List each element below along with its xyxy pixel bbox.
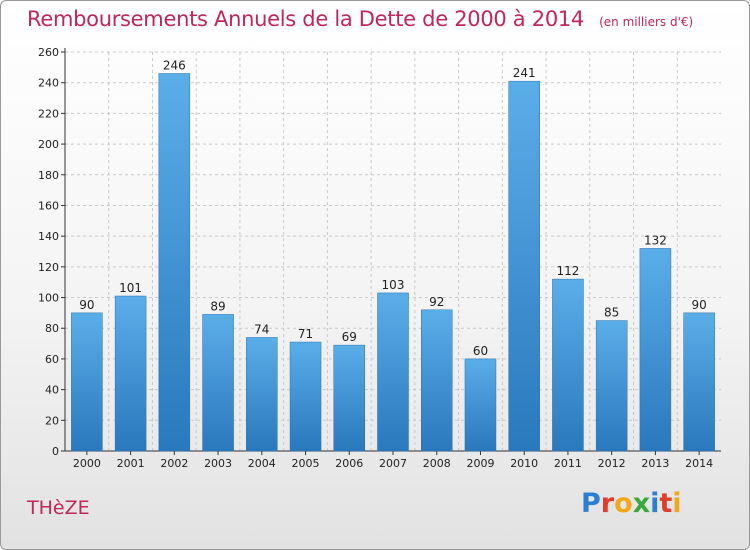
y-tick-label: 80 bbox=[45, 322, 59, 335]
bar-value-label: 90 bbox=[691, 298, 706, 312]
bar-value-label: 85 bbox=[604, 306, 619, 320]
bar-value-label: 74 bbox=[254, 322, 269, 336]
logo-letter: i bbox=[672, 488, 682, 519]
x-tick-label: 2008 bbox=[423, 457, 451, 470]
bar-value-label: 246 bbox=[163, 58, 186, 72]
logo-letter: i bbox=[650, 488, 660, 519]
logo-letter: t bbox=[659, 488, 673, 519]
bar-value-label: 89 bbox=[210, 299, 225, 313]
x-tick-label: 2013 bbox=[641, 457, 669, 470]
axes: 0 20 40 60 80 100 120 140 160 180 200 220 240 260 2000… bbox=[38, 46, 721, 470]
bar-value-label: 92 bbox=[429, 295, 444, 309]
bar bbox=[246, 337, 278, 452]
bar bbox=[289, 341, 322, 452]
bar-value-label: 112 bbox=[556, 264, 579, 278]
y-tick-label: 60 bbox=[45, 353, 59, 366]
y-tick-label: 40 bbox=[45, 384, 59, 397]
bar bbox=[683, 312, 715, 452]
chart-subtitle: (en milliers d'€) bbox=[599, 15, 694, 29]
bar-value-label: 132 bbox=[644, 233, 667, 247]
bar bbox=[552, 278, 584, 452]
x-tick-label: 2012 bbox=[598, 457, 626, 470]
y-tick-label: 140 bbox=[38, 230, 59, 243]
y-tick-label: 260 bbox=[38, 46, 59, 59]
chart-title: Remboursements Annuels de la Dette de 20… bbox=[27, 7, 584, 31]
x-tick-label: 2004 bbox=[248, 457, 276, 470]
bars bbox=[71, 73, 715, 452]
bar bbox=[420, 309, 453, 452]
bar bbox=[595, 320, 628, 452]
bar bbox=[377, 292, 409, 452]
x-tick-label: 2006 bbox=[335, 457, 363, 470]
proxiti-logo[interactable]: Proxiti bbox=[581, 488, 682, 519]
bar-value-label: 101 bbox=[119, 281, 142, 295]
commune-name: THèZE bbox=[27, 497, 90, 519]
logo-letter: x bbox=[632, 488, 651, 519]
labels: 90 101 246 89 74 71 69 103 92 60 241 112 85 132 90 bbox=[79, 58, 707, 357]
x-tick-label: 2010 bbox=[510, 457, 538, 470]
bar bbox=[202, 314, 234, 452]
y-tick-label: 220 bbox=[38, 107, 59, 120]
bar bbox=[333, 344, 366, 452]
x-tick-label: 2001 bbox=[117, 457, 145, 470]
y-tick-label: 0 bbox=[52, 445, 59, 458]
bar bbox=[464, 358, 497, 452]
y-tick-label: 100 bbox=[38, 292, 59, 305]
bar bbox=[508, 80, 540, 452]
bar bbox=[639, 248, 672, 452]
y-tick-label: 200 bbox=[38, 138, 59, 151]
bar-value-label: 103 bbox=[382, 278, 405, 292]
x-tick-label: 2000 bbox=[73, 457, 101, 470]
bar-value-label: 241 bbox=[513, 66, 536, 80]
bar-value-label: 60 bbox=[473, 344, 488, 358]
y-tick-label: 20 bbox=[45, 414, 59, 427]
title-row: Remboursements Annuels de la Dette de 20… bbox=[27, 7, 693, 31]
x-tick-label: 2003 bbox=[204, 457, 232, 470]
bar-value-label: 69 bbox=[342, 330, 357, 344]
x-tick-label: 2014 bbox=[685, 457, 713, 470]
x-tick-label: 2002 bbox=[160, 457, 188, 470]
bar-value-label: 90 bbox=[79, 298, 94, 312]
x-tick-label: 2005 bbox=[292, 457, 320, 470]
logo-letter: P bbox=[581, 488, 601, 519]
y-tick-label: 120 bbox=[38, 261, 59, 274]
bar bbox=[114, 295, 147, 452]
x-tick-label: 2011 bbox=[554, 457, 582, 470]
bar bbox=[158, 73, 191, 452]
x-tick-label: 2007 bbox=[379, 457, 407, 470]
logo-letter: r bbox=[600, 488, 615, 519]
bar bbox=[71, 312, 103, 452]
x-tick-label: 2009 bbox=[466, 457, 494, 470]
y-tick-label: 180 bbox=[38, 169, 59, 182]
logo-letter: o bbox=[614, 488, 633, 519]
y-tick-label: 160 bbox=[38, 199, 59, 212]
bar-value-label: 71 bbox=[298, 327, 313, 341]
y-tick-label: 240 bbox=[38, 77, 59, 90]
